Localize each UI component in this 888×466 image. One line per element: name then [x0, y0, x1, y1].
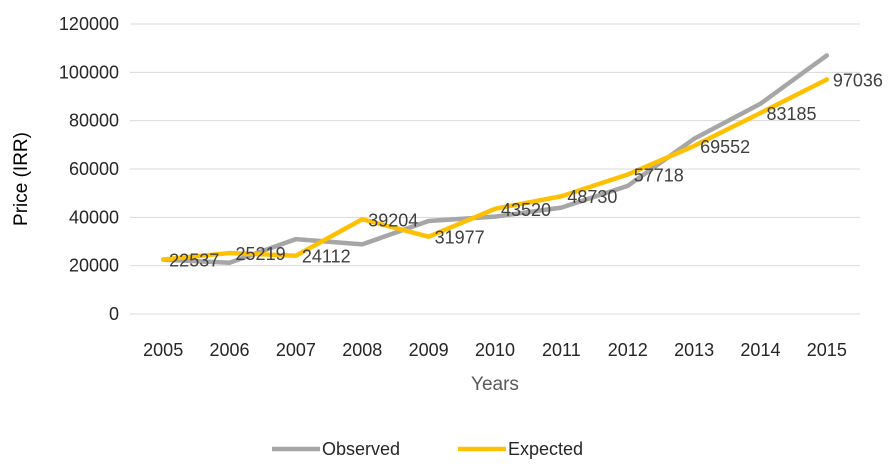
data-label: 69552	[700, 137, 750, 157]
data-label: 83185	[766, 104, 816, 124]
gridlines	[130, 23, 860, 267]
x-tick-label: 2005	[143, 340, 183, 360]
x-tick-label: 2007	[276, 340, 316, 360]
legend: Observed Expected	[272, 439, 583, 459]
x-tick-label: 2014	[740, 340, 780, 360]
y-tick-label: 40000	[69, 207, 119, 227]
data-label: 43520	[501, 200, 551, 220]
data-label: 57718	[634, 166, 684, 186]
data-label: 24112	[302, 247, 351, 267]
series-lines	[160, 53, 830, 266]
y-tick-label: 100000	[59, 62, 119, 82]
data-label: 97036	[833, 70, 883, 90]
y-axis-title: Price (IRR)	[11, 132, 32, 226]
series-line-expected	[160, 77, 830, 262]
series-line-observed	[160, 53, 830, 266]
y-tick-label: 120000	[59, 14, 119, 34]
x-tick-label: 2012	[608, 340, 648, 360]
y-tick-label: 80000	[69, 111, 119, 131]
x-tick-label: 2008	[342, 340, 382, 360]
data-label: 48730	[567, 187, 617, 207]
data-labels: 22537 25219 24112 39204 31977 43520 48730 57718…	[169, 70, 883, 270]
y-axis-ticks: 0 20000 40000 60000 80000 100000 120000	[59, 14, 119, 324]
data-label: 39204	[368, 210, 418, 230]
legend-label-observed: Observed	[322, 439, 400, 459]
x-axis-title: Years	[471, 374, 519, 395]
x-tick-label: 2010	[475, 340, 515, 360]
data-label: 31977	[435, 228, 485, 248]
x-axis-ticks: 2005 2006 2007 2008 2009 2010 2011 2012 2013 2014…	[143, 340, 847, 360]
data-label: 22537	[169, 251, 219, 271]
x-tick-label: 2013	[674, 340, 714, 360]
legend-label-expected: Expected	[508, 439, 583, 459]
y-tick-label: 60000	[69, 159, 119, 179]
x-tick-label: 2011	[542, 340, 581, 360]
x-tick-label: 2009	[409, 340, 449, 360]
x-tick-label: 2015	[807, 340, 847, 360]
data-label: 25219	[236, 244, 286, 264]
y-tick-label: 20000	[69, 256, 119, 276]
y-tick-label: 0	[109, 304, 119, 324]
x-tick-label: 2006	[210, 340, 250, 360]
